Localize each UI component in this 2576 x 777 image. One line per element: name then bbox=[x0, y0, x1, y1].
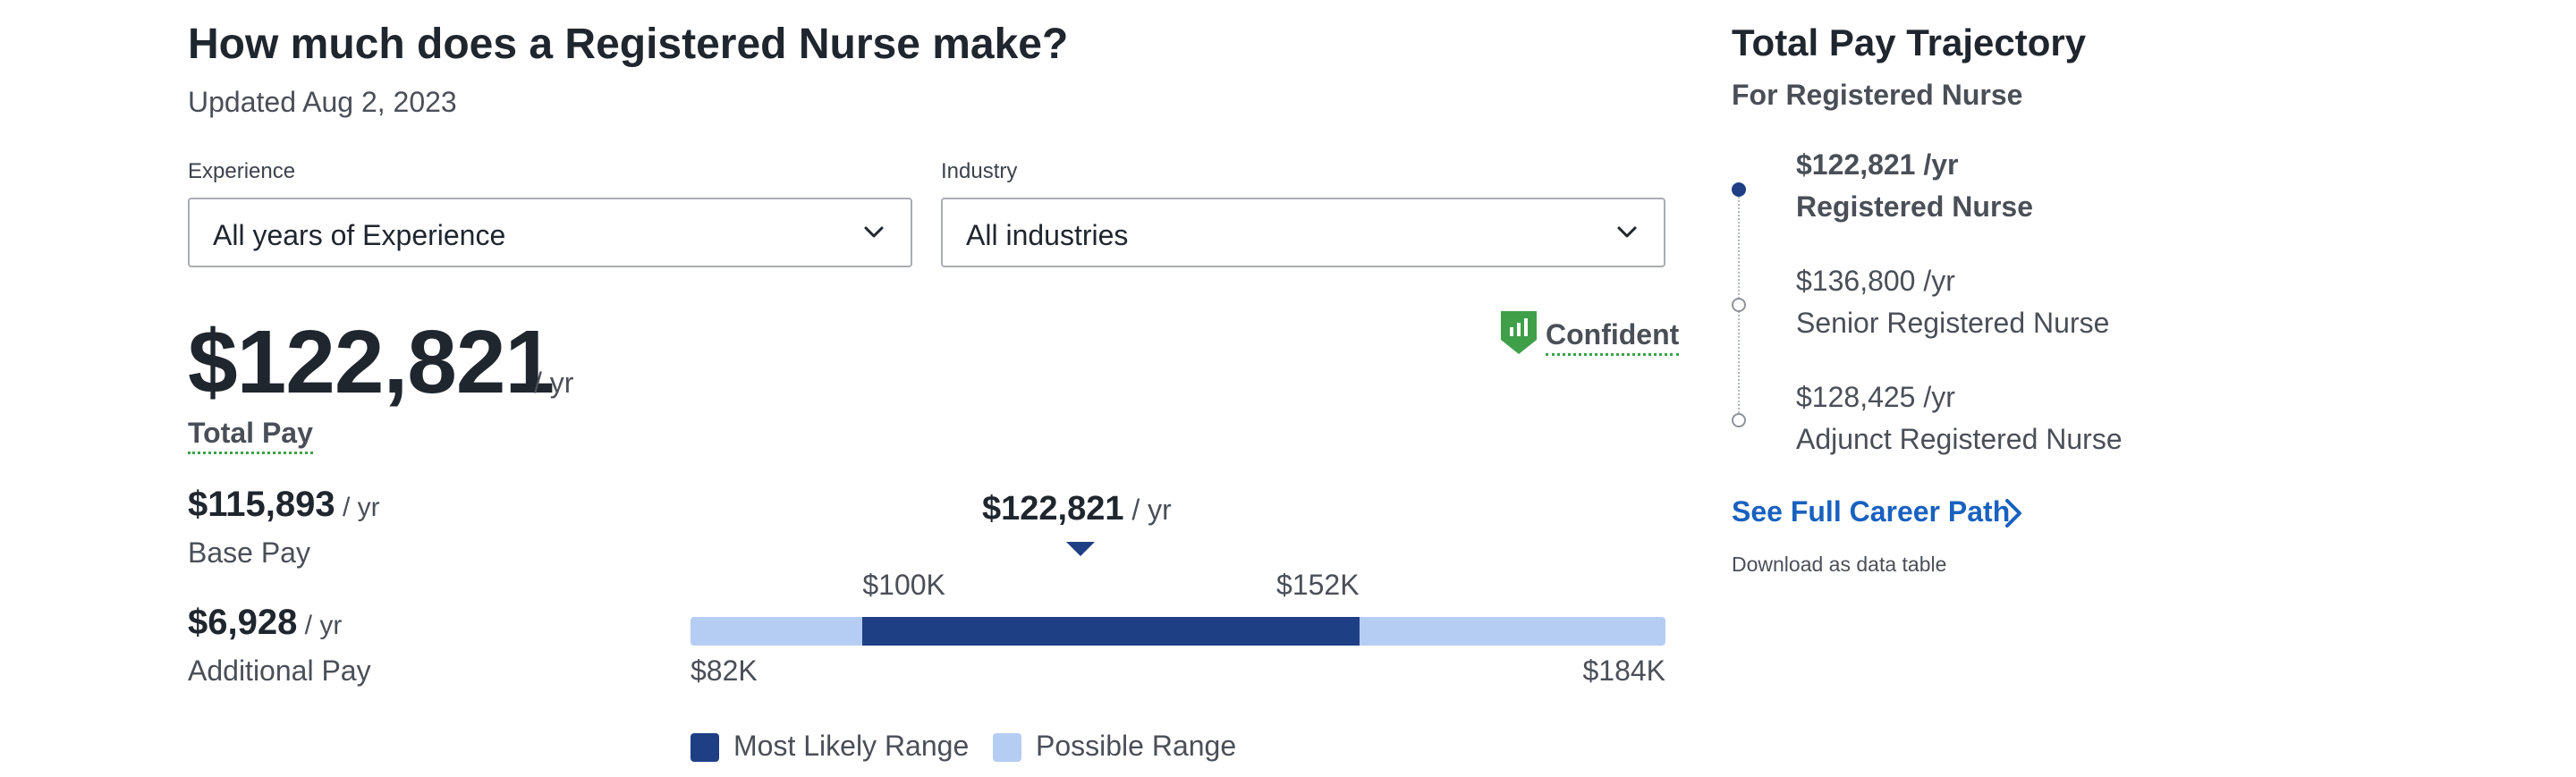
trajectory-job-title: Registered Nurse bbox=[1796, 190, 2033, 224]
trajectory-item[interactable]: $136,800 /yr Senior Registered Nurse bbox=[1796, 265, 2109, 340]
base-pay-amount: $115,893 bbox=[188, 485, 335, 524]
download-data-table-link[interactable]: Download as data table bbox=[1732, 553, 1946, 577]
triangle-down-icon bbox=[1064, 540, 1097, 558]
median-pay: $122,821 / yr bbox=[982, 490, 1172, 528]
possible-range-low: $82K bbox=[691, 655, 758, 688]
experience-dropdown[interactable]: All years of Experience bbox=[188, 198, 912, 267]
additional-pay-amount: $6,928 bbox=[188, 603, 297, 642]
likely-range-low: $100K bbox=[862, 569, 945, 602]
possible-range-bar bbox=[691, 617, 1665, 646]
legend-likely-label: Most Likely Range bbox=[733, 730, 969, 763]
legend-possible-label: Possible Range bbox=[1036, 730, 1236, 763]
additional-pay-label: Additional Pay bbox=[188, 655, 371, 688]
trajectory-title: Total Pay Trajectory bbox=[1732, 21, 2086, 64]
see-full-career-path-link[interactable]: See Full Career Path bbox=[1732, 495, 2010, 528]
possible-range-high: $184K bbox=[1582, 655, 1665, 688]
additional-pay-value: $6,928 / yr bbox=[188, 603, 342, 643]
industry-dropdown-value: All industries bbox=[966, 219, 1128, 252]
total-pay-unit: / yr bbox=[534, 367, 573, 400]
legend-possible-swatch bbox=[993, 733, 1021, 762]
base-pay-value: $115,893 / yr bbox=[188, 485, 380, 525]
trajectory-pay: $122,821 /yr bbox=[1796, 148, 2033, 182]
trajectory-pay: $128,425 /yr bbox=[1796, 381, 2123, 414]
total-pay-value: $122,821 bbox=[188, 311, 554, 414]
experience-dropdown-value: All years of Experience bbox=[213, 219, 505, 252]
updated-date: Updated Aug 2, 2023 bbox=[188, 86, 457, 119]
trajectory-subtitle: For Registered Nurse bbox=[1732, 79, 2022, 112]
industry-dropdown[interactable]: All industries bbox=[941, 198, 1665, 267]
timeline-dot bbox=[1732, 413, 1746, 427]
trajectory-item[interactable]: $128,425 /yr Adjunct Registered Nurse bbox=[1796, 381, 2123, 456]
bar-chart-shield-icon bbox=[1499, 309, 1538, 356]
trajectory-job-title: Adjunct Registered Nurse bbox=[1796, 423, 2123, 456]
median-pay-amount: $122,821 bbox=[982, 490, 1124, 528]
experience-label: Experience bbox=[188, 159, 295, 184]
base-pay-unit: / yr bbox=[335, 493, 380, 522]
legend-likely-swatch bbox=[691, 733, 719, 762]
page-title: How much does a Registered Nurse make? bbox=[188, 20, 1068, 69]
median-pay-unit: / yr bbox=[1124, 494, 1172, 526]
total-pay-label[interactable]: Total Pay bbox=[188, 417, 313, 454]
industry-label: Industry bbox=[941, 159, 1017, 184]
timeline-dot-current bbox=[1732, 182, 1746, 197]
trajectory-item-current: $122,821 /yr Registered Nurse bbox=[1796, 148, 2033, 224]
base-pay-label: Base Pay bbox=[188, 536, 310, 570]
trajectory-pay: $136,800 /yr bbox=[1796, 265, 2109, 298]
confidence-label[interactable]: Confident bbox=[1546, 318, 1679, 356]
chevron-down-icon bbox=[1614, 219, 1640, 246]
chevron-right-icon[interactable] bbox=[2004, 497, 2023, 529]
timeline-dot bbox=[1732, 298, 1746, 312]
chevron-down-icon bbox=[860, 219, 887, 246]
additional-pay-unit: / yr bbox=[297, 611, 342, 640]
likely-range-bar bbox=[862, 617, 1360, 646]
trajectory-job-title: Senior Registered Nurse bbox=[1796, 307, 2109, 340]
likely-range-high: $152K bbox=[1276, 569, 1360, 602]
